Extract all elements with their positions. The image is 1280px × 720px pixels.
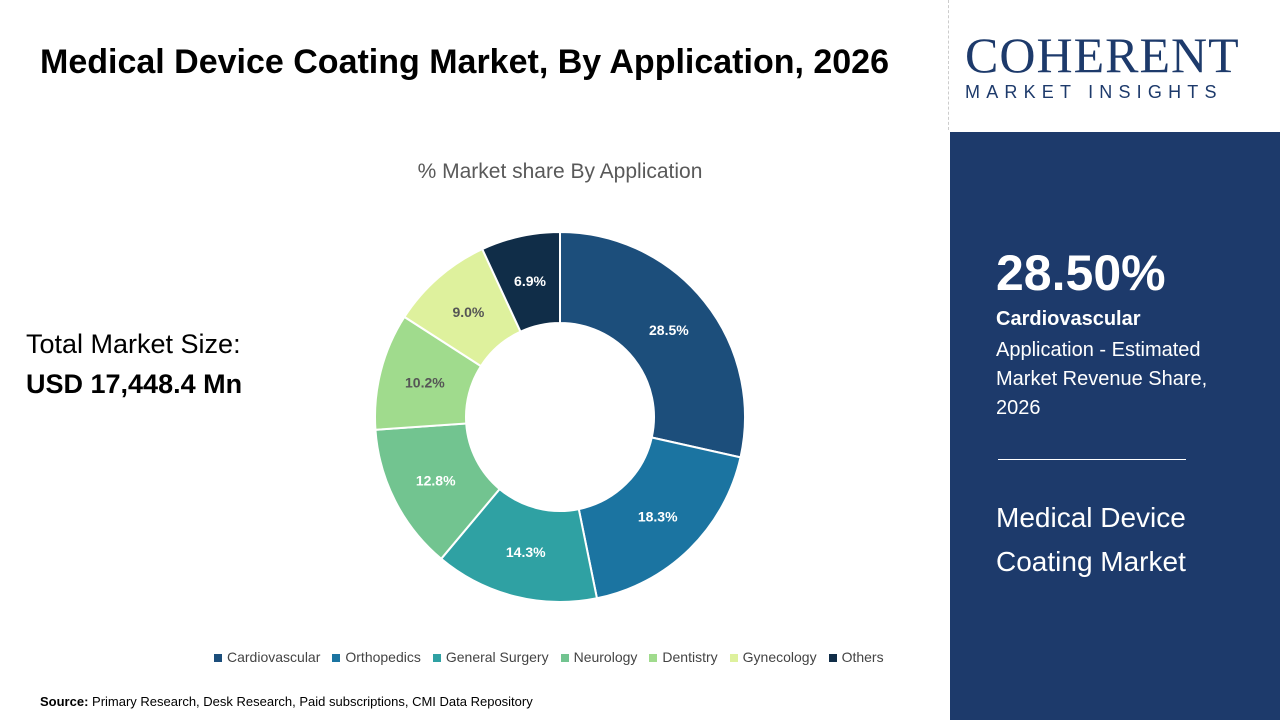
legend-item: Neurology: [560, 649, 638, 665]
total-value: USD 17,448.4 Mn: [26, 369, 243, 399]
legend-item: Cardiovascular: [214, 649, 320, 665]
slice-orthopedics: [577, 436, 742, 600]
data-label: 14.3%: [506, 544, 546, 560]
legend-swatch: [828, 654, 837, 662]
total-label: Total Market Size:: [26, 329, 241, 359]
logo: COHERENT MARKET INSIGHTS: [965, 30, 1265, 103]
legend-item: Orthopedics: [332, 649, 421, 665]
legend-swatch: [729, 654, 738, 662]
legend-swatch: [332, 654, 341, 662]
legend-swatch: [432, 654, 441, 662]
logo-brand: COHERENT: [965, 27, 1240, 83]
legend-item: Gynecology: [729, 649, 817, 665]
total-market-size: Total Market Size: USD 17,448.4 Mn: [26, 324, 242, 404]
legend-label: Orthopedics: [345, 649, 421, 665]
legend-swatch: [560, 654, 569, 662]
panel-divider: [998, 459, 1186, 460]
source-text: Primary Research, Desk Research, Paid su…: [88, 694, 533, 709]
data-label: 6.9%: [514, 273, 546, 289]
highlight-description: Application - Estimated Market Revenue S…: [996, 339, 1208, 419]
slice-cardiovascular: [559, 230, 746, 459]
market-name: Medical Device Coating Market: [996, 502, 1186, 577]
data-label: 28.5%: [649, 322, 689, 338]
legend-item: Others: [828, 649, 884, 665]
legend-item: General Surgery: [432, 649, 549, 665]
data-label: 9.0%: [452, 304, 484, 320]
legend-label: Neurology: [573, 649, 638, 665]
source-note: Source: Primary Research, Desk Research,…: [40, 694, 533, 709]
highlight-percent: 28.50%: [996, 245, 1166, 301]
legend-label: Gynecology: [742, 649, 817, 665]
chart-legend: Cardiovascular Orthopedics General Surgery…: [214, 649, 884, 665]
data-label: 12.8%: [416, 472, 456, 488]
legend-swatch: [649, 654, 658, 662]
page-title: Medical Device Coating Market, By Applic…: [40, 43, 890, 81]
data-label: 10.2%: [405, 374, 445, 390]
highlight-segment: Cardiovascular: [996, 308, 1141, 330]
legend-swatch: [214, 654, 222, 662]
legend-label: Others: [841, 649, 884, 665]
divider: [948, 0, 949, 130]
source-label: Source:: [40, 694, 89, 709]
legend-label: Cardiovascular: [227, 649, 321, 665]
logo-tagline: MARKET INSIGHTS: [965, 82, 1223, 102]
legend-item: Dentistry: [649, 649, 718, 665]
chart-title: % Market share By Application: [417, 160, 703, 183]
highlight-panel: 28.50% Cardiovascular Application - Esti…: [950, 132, 1280, 720]
legend-label: Dentistry: [662, 649, 718, 665]
slice-others: [480, 230, 561, 334]
legend-label: General Surgery: [445, 649, 549, 665]
data-label: 18.3%: [638, 509, 678, 525]
